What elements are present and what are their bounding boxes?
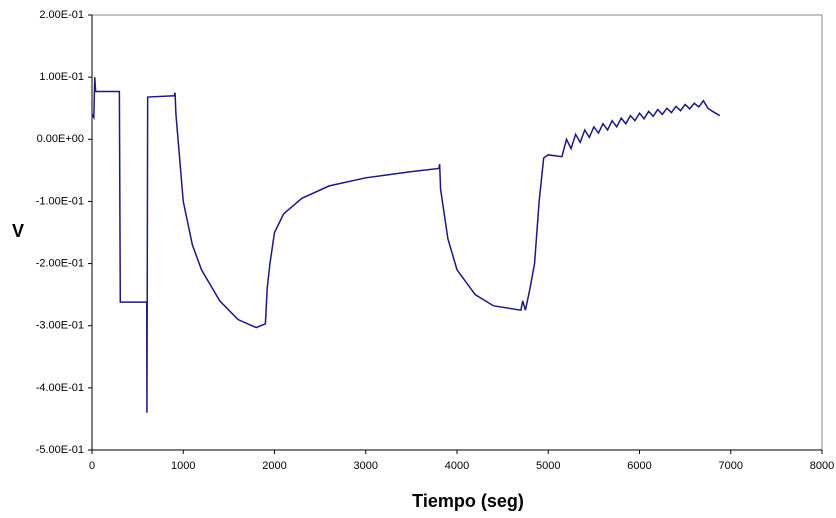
x-tick-label: 6000 xyxy=(627,460,651,472)
y-axis-title: V xyxy=(12,221,24,241)
y-tick-label: -4.00E-01 xyxy=(36,382,84,394)
x-tick-label: 1000 xyxy=(171,460,195,472)
x-tick-label: 0 xyxy=(89,460,95,472)
y-tick-label: -2.00E-01 xyxy=(36,257,84,269)
y-tick-label: -5.00E-01 xyxy=(36,444,84,456)
y-tick-label: -1.00E-01 xyxy=(36,195,84,207)
y-tick-label: 1.00E-01 xyxy=(39,71,84,83)
x-tick-label: 5000 xyxy=(536,460,560,472)
x-tick-label: 7000 xyxy=(719,460,743,472)
x-axis-title: Tiempo (seg) xyxy=(412,491,524,511)
y-tick-label: 2.00E-01 xyxy=(39,9,84,21)
y-tick-label: -3.00E-01 xyxy=(36,320,84,332)
x-tick-label: 3000 xyxy=(354,460,378,472)
plot-area xyxy=(91,14,823,451)
x-tick-label: 2000 xyxy=(262,460,286,472)
x-tick-label: 4000 xyxy=(445,460,469,472)
data-line xyxy=(91,77,721,413)
x-tick-label: 8000 xyxy=(810,460,834,472)
y-tick-label: 0.00E+00 xyxy=(37,133,84,145)
